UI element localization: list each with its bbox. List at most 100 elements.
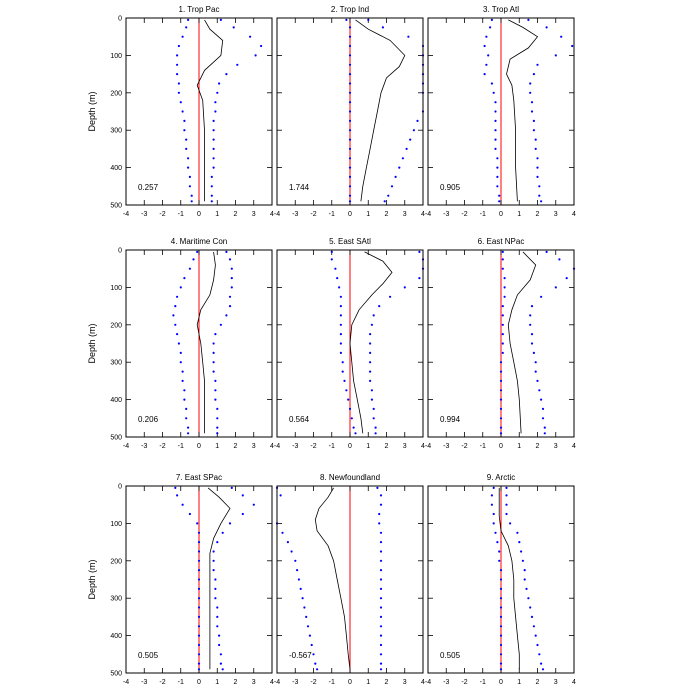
bound-dot [536,63,539,66]
bound-dot [219,18,222,21]
bound-dot [379,634,383,637]
bound-dot [501,314,504,317]
x-tick-label: 4 [572,211,576,218]
bound-dot [378,305,381,308]
bound-dot [499,379,503,382]
bound-dot [187,426,190,429]
bound-dot [532,625,536,628]
bound-dot [197,653,201,656]
bound-dot [197,634,201,637]
plot-frame [427,249,575,438]
panel-title: 6. East NPac [478,237,525,246]
bound-dot [492,486,495,489]
bound-dot [370,389,373,392]
mean-profile-line [506,19,539,202]
bound-dot [306,625,310,628]
bound-dot [176,73,179,76]
bound-dot [499,426,503,429]
bound-dot [499,389,503,392]
bound-dot [190,194,193,197]
x-tick-label: -4 [425,679,431,686]
x-tick-label: -2 [461,679,467,686]
y-tick-label: 100 [110,285,122,292]
bound-dot [372,314,375,317]
x-tick-label: 1 [366,443,370,450]
bound-dot [210,200,213,203]
bound-dot [183,398,186,401]
mean-profile-line [498,487,520,670]
bound-dot [212,550,215,553]
x-tick-label: 1 [366,679,370,686]
y-tick-label: 300 [110,360,122,367]
panel-5: 5. East SAtl -4 -3 -2 -1 0 1 2 3 4 0.564 [274,237,425,450]
bound-dot [216,426,219,429]
bound-dot [538,389,541,392]
bound-dot [279,494,282,497]
x-tick-label: 4 [270,679,274,686]
bound-dot [308,634,311,637]
x-tick-label: 4 [421,211,425,218]
bound-dot [216,606,219,609]
bound-dot [379,578,383,581]
y-tick-label: 500 [110,671,122,678]
bound-dot [527,18,530,21]
bound-dot [339,351,342,354]
x-tick-label: 4 [421,679,425,686]
bound-dot [230,277,233,280]
bound-dot [181,503,184,506]
bound-dot [212,361,215,364]
bound-dot [221,531,224,534]
x-tick-label: -4 [274,211,280,218]
bound-dot [496,157,499,160]
bound-dot [216,91,219,94]
bound-dot [348,194,352,197]
bound-dot [210,194,213,197]
bound-dot [499,569,503,572]
bound-dot [499,361,503,364]
bound-dot [339,323,342,326]
bound-dot [485,35,488,38]
panel-title: 5. East SAtl [329,237,371,246]
bound-dot [174,323,177,326]
bound-dot [348,54,352,57]
panel-annotation: 0.505 [138,651,159,660]
bound-dot [499,407,503,410]
panel-title: 7. East SPac [176,473,222,482]
bound-dot [571,44,574,48]
bound-dot [383,200,386,203]
bound-dot [490,503,493,506]
bound-dot [523,578,526,581]
bound-dot [499,417,503,420]
bound-dot [494,531,497,534]
bound-dot [214,597,217,600]
panel-9: 9. Arctic -4 -3 -2 -1 0 1 2 3 4 0.505 [425,473,576,686]
bound-dot [236,63,239,66]
bound-dot [338,286,341,289]
x-tick-label: -1 [480,211,486,218]
bound-dot [499,615,503,619]
bound-dot [505,512,508,516]
bound-dot [381,26,384,29]
bound-dot [545,26,548,29]
bound-dot [348,44,352,48]
panel-annotation: 0.564 [289,415,310,424]
bound-dot [529,314,532,317]
bound-dot [529,323,532,326]
bound-dot [348,175,352,178]
x-tick-label: 2 [234,679,238,686]
bound-dot [387,194,390,197]
plot-frame [125,485,273,674]
bound-dot [212,129,215,132]
mean-profile-line [355,19,406,202]
y-tick-label: 400 [110,165,122,172]
bound-dot [418,277,421,280]
x-tick-label: 0 [348,443,352,450]
bound-dot [348,157,352,160]
bound-dot [219,662,222,665]
x-tick-label: -2 [310,211,316,218]
bound-dot [348,200,352,203]
x-tick-label: -2 [461,443,467,450]
bound-dot [176,54,179,57]
bound-dot [372,407,375,410]
bound-dot [370,323,373,326]
